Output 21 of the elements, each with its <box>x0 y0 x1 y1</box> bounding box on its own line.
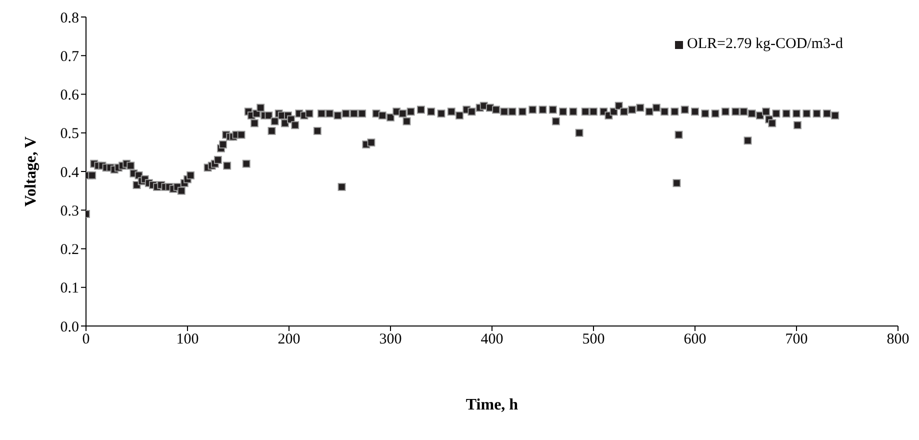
y-tick-label: 0.1 <box>60 280 79 297</box>
legend-label: OLR=2.79 kg-COD/m3-d <box>687 36 843 52</box>
x-tick-label: 500 <box>582 332 605 348</box>
x-tick-label: 0 <box>82 332 90 348</box>
y-tick-label: 0.2 <box>60 242 79 258</box>
x-tick-label: 200 <box>278 332 300 348</box>
y-tick-label: 0.5 <box>60 126 79 142</box>
y-tick-label: 0.8 <box>60 10 79 26</box>
y-tick-label: 0.7 <box>60 48 80 65</box>
x-axis-title: Time, h <box>466 396 518 414</box>
x-tick-label: 400 <box>480 332 504 348</box>
y-tick-label: 0.3 <box>60 203 79 220</box>
x-tick-label: 700 <box>785 332 808 348</box>
y-axis-title: Voltage, V <box>22 136 40 207</box>
y-tick-label: 0.4 <box>60 164 80 181</box>
x-tick-label: 300 <box>379 332 402 348</box>
y-tick-label: 0.0 <box>60 319 79 336</box>
x-tick-label: 600 <box>684 332 706 348</box>
x-tick-label: 800 <box>886 332 910 348</box>
y-tick-label: 0.6 <box>60 88 80 104</box>
x-tick-label: 100 <box>176 332 199 348</box>
